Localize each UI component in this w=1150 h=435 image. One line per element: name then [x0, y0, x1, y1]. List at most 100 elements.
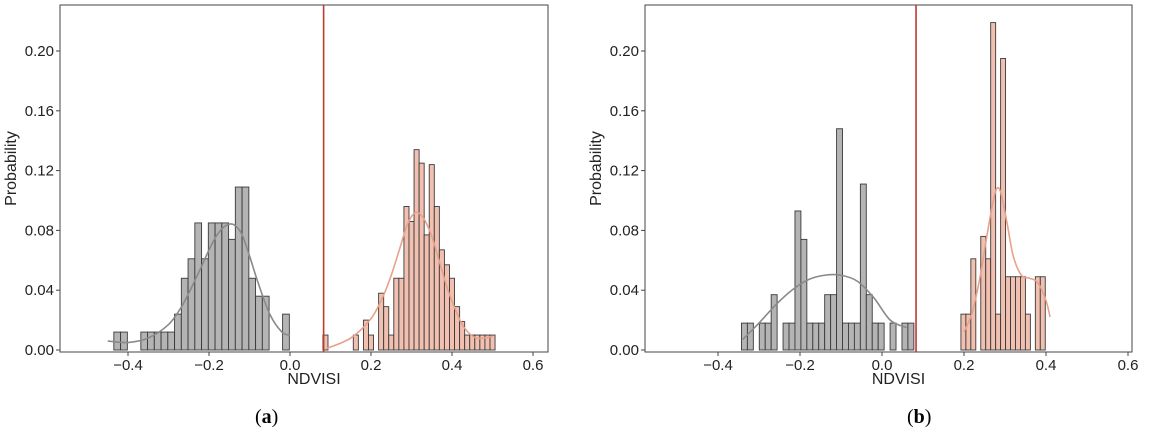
histogram-bar — [489, 334, 496, 351]
histogram-bar — [413, 149, 420, 351]
histogram-bar — [1024, 313, 1031, 351]
histogram-bar — [836, 128, 843, 351]
kde-curve — [107, 223, 291, 344]
histogram-bar — [261, 295, 270, 351]
histogram-bar — [830, 294, 838, 351]
y-axis-label: Probability — [588, 131, 605, 206]
histogram-panel-a: 0.00 0.04 0.08 0.12 0.16 0.20 −0.4 −0.2 0.0 0.2 0.… — [3, 4, 549, 428]
histogram-bar — [228, 238, 236, 351]
histogram-bar — [388, 334, 395, 351]
histogram-bar — [794, 210, 802, 351]
histogram-bar — [433, 206, 440, 351]
histogram-bar — [960, 313, 967, 351]
x-tick-label: 0.0 — [280, 357, 301, 374]
y-tick-label: 0.00 — [610, 342, 639, 359]
histogram-bar — [201, 258, 209, 351]
histogram-bar — [980, 235, 987, 351]
y-axis-label: Probability — [3, 131, 20, 206]
histogram-bar — [248, 277, 257, 351]
histogram-bar — [282, 313, 290, 351]
histogram-bar — [782, 322, 790, 351]
histogram-bar — [383, 306, 390, 351]
histogram-bar — [1039, 276, 1046, 351]
histogram-bar — [889, 322, 897, 351]
y-tick-label: 0.08 — [610, 222, 639, 239]
y-tick-label: 0.00 — [25, 342, 54, 359]
histogram-bar — [865, 294, 873, 351]
histogram-bar — [871, 322, 879, 351]
histogram-bar — [408, 220, 415, 351]
histogram-bar — [221, 222, 230, 351]
x-tick-label: −0.2 — [785, 357, 815, 374]
x-tick-label: 0.4 — [442, 357, 463, 374]
histogram-bar — [449, 277, 456, 351]
histogram-bar — [907, 322, 915, 351]
histogram-bar — [207, 222, 216, 351]
histogram-bar — [788, 322, 796, 351]
histogram-bar — [214, 222, 223, 351]
y-tick-label: 0.12 — [610, 163, 639, 180]
y-tick-label: 0.16 — [25, 103, 54, 120]
histogram-bar — [848, 322, 855, 351]
y-tick-label: 0.12 — [25, 163, 54, 180]
histogram-bar — [746, 322, 754, 351]
histogram-bar — [853, 322, 861, 351]
histogram-bar — [368, 334, 375, 351]
histogram-bar — [770, 294, 778, 351]
histogram-bar — [393, 277, 400, 351]
y-tick-label: 0.16 — [610, 103, 639, 120]
x-tick-label: 0.2 — [361, 357, 382, 374]
histogram-bar — [428, 164, 435, 351]
x-axis-label: NDVISI — [287, 371, 340, 388]
histogram-bar — [812, 322, 820, 351]
histogram-series-0 — [113, 186, 290, 351]
histogram-bar — [194, 222, 203, 351]
histogram-series-0 — [741, 128, 915, 351]
histogram-bar — [877, 322, 885, 351]
histogram-bar — [1015, 276, 1021, 351]
panel-caption: (b) — [907, 406, 931, 428]
y-tick-label: 0.08 — [25, 222, 54, 239]
plot-frame — [59, 4, 549, 353]
histogram-bar — [800, 238, 808, 351]
kde-curve — [742, 273, 907, 341]
y-tick-label: 0.04 — [610, 282, 639, 299]
x-tick-label: 0.4 — [1036, 357, 1057, 374]
histogram-bar — [842, 322, 849, 351]
histogram-bar — [859, 183, 867, 351]
histogram-bar — [398, 277, 405, 351]
histogram-bar — [160, 331, 169, 351]
kde-curve — [326, 211, 493, 350]
histogram-series-1 — [322, 149, 496, 351]
histogram-panel-b: 0.00 0.04 0.08 0.12 0.16 0.20 −0.4 −0.2 0.0 0.2 0.… — [588, 4, 1139, 428]
x-tick-label: 0.6 — [523, 357, 544, 374]
histogram-bar — [113, 331, 122, 351]
x-tick-label: −0.2 — [194, 357, 224, 374]
y-tick-label: 0.04 — [25, 282, 54, 299]
histogram-bar — [418, 162, 425, 351]
histogram-bar — [1005, 276, 1011, 351]
histogram-bar — [1010, 276, 1016, 351]
histogram-bar — [187, 258, 196, 351]
x-tick-label: −0.4 — [703, 357, 733, 374]
x-tick-label: 0.0 — [872, 357, 893, 374]
x-tick-label: −0.4 — [113, 357, 143, 374]
histogram-bar — [758, 322, 766, 351]
histogram-bar — [234, 186, 243, 351]
histogram-bar — [985, 258, 992, 351]
histogram-series-1 — [960, 22, 1046, 351]
plot-frame — [644, 4, 1133, 353]
y-tick-label: 0.20 — [25, 43, 54, 60]
histogram-bar — [990, 22, 997, 351]
histogram-bar — [120, 331, 128, 351]
histogram-bar — [995, 313, 1002, 351]
histogram-bar — [443, 264, 450, 351]
histogram-bar — [241, 186, 250, 351]
histogram-bar — [764, 322, 772, 351]
y-tick-label: 0.20 — [610, 43, 639, 60]
x-tick-label: 0.6 — [1118, 357, 1139, 374]
x-tick-label: 0.2 — [954, 357, 975, 374]
histogram-bar — [464, 334, 471, 351]
x-axis-label: NDVISI — [872, 371, 925, 388]
